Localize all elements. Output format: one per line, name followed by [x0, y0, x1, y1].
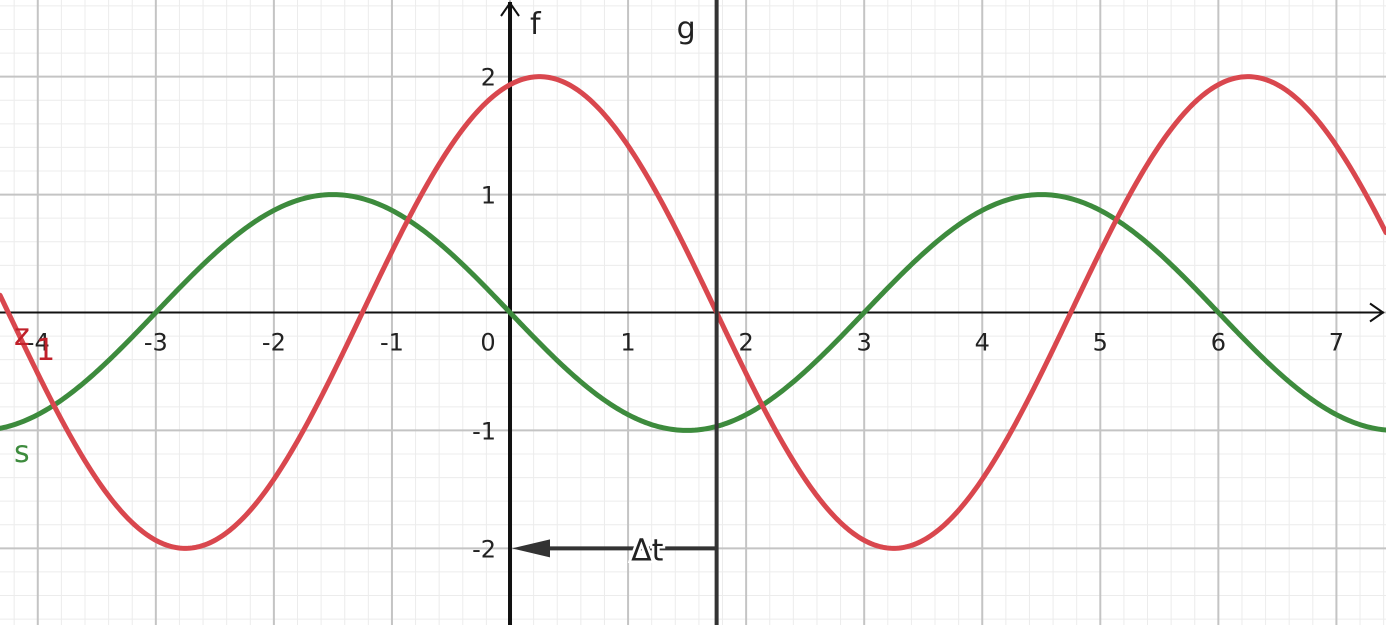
series-s-label: s: [14, 435, 30, 470]
line-g-label: g: [677, 11, 696, 46]
y-tick-label: -1: [472, 417, 496, 445]
series-s-line: [0, 192, 1386, 433]
x-axis-arrow: [1369, 302, 1385, 323]
x-tick-label: 3: [857, 329, 872, 357]
series-z-label: z: [14, 318, 30, 353]
delta-t-label: Δt: [631, 533, 664, 568]
x-tick-label: 6: [1211, 329, 1226, 357]
x-tick-label: 4: [975, 329, 990, 357]
tick-labels: -4 -3 -2 -1 0 1 2 3 4 5 6 7 -2 -1 1 2: [26, 64, 1344, 564]
delta-t-arrowhead: [512, 539, 551, 558]
x-tick-label: -4: [26, 329, 50, 357]
y-tick-label: -2: [472, 535, 496, 563]
curve-labels: f gsz 1: [14, 7, 696, 470]
x-tick-label: 1: [620, 329, 635, 357]
series-z1-line: [0, 74, 1386, 551]
y-tick-label: 1: [481, 182, 496, 210]
x-tick-label: -3: [144, 329, 168, 357]
x-tick-label: 2: [738, 329, 753, 357]
series-z-subscript: 1: [36, 333, 55, 368]
y-axis-name-label: f: [530, 7, 542, 42]
y-axis-arrow: [500, 1, 520, 17]
x-tick-label: -1: [380, 329, 404, 357]
curves: [0, 74, 1386, 551]
x-tick-label: 7: [1329, 329, 1344, 357]
y-tick-label: 2: [481, 64, 496, 92]
x-tick-label: 0: [480, 329, 495, 357]
x-tick-label: 5: [1093, 329, 1108, 357]
x-tick-label: -2: [262, 329, 286, 357]
annotations: Δt: [512, 0, 719, 625]
